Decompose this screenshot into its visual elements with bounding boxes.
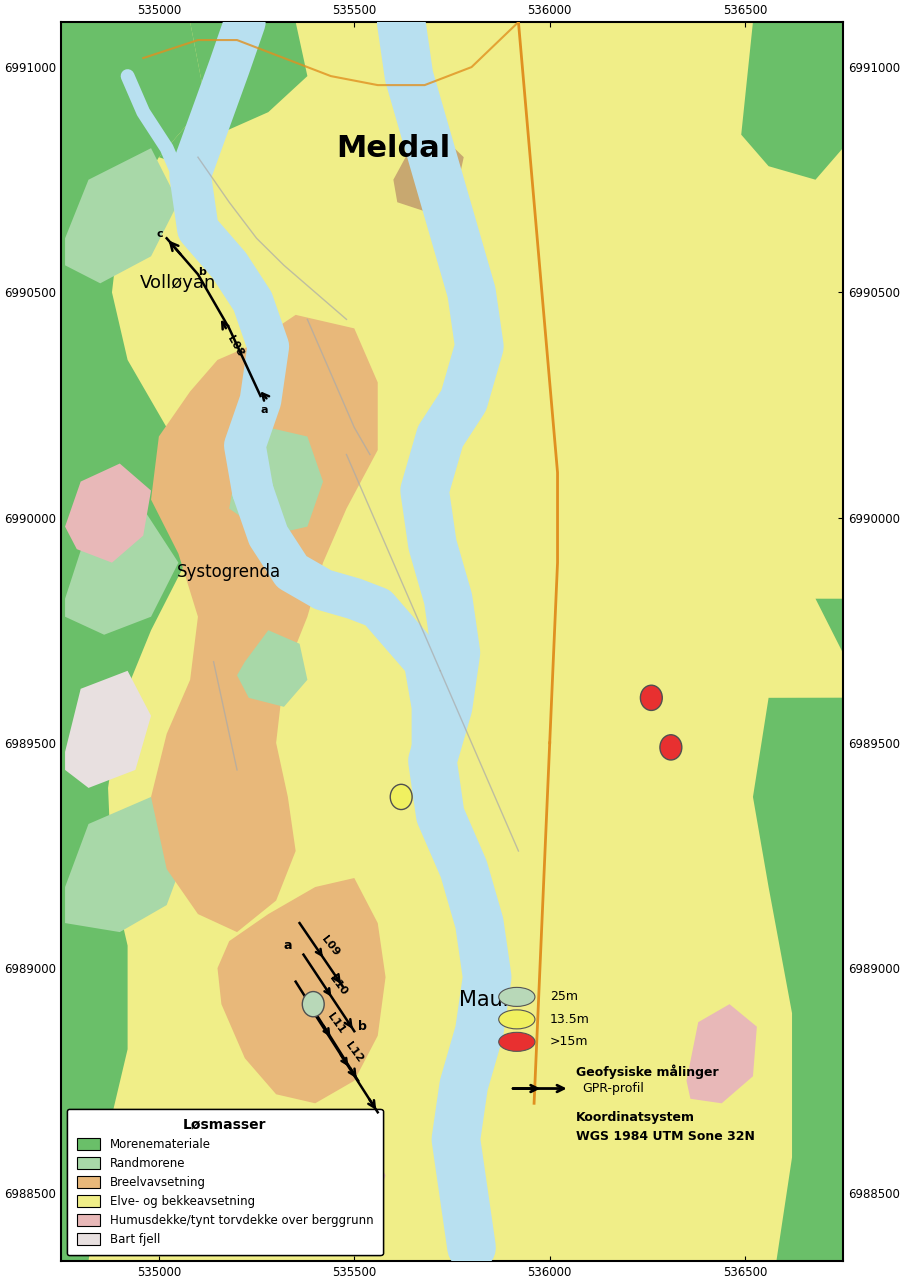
Polygon shape	[393, 135, 463, 212]
Polygon shape	[740, 22, 842, 180]
Text: c: c	[156, 228, 163, 239]
Text: Koordinatsystem: Koordinatsystem	[575, 1111, 694, 1124]
Polygon shape	[218, 878, 385, 1103]
Polygon shape	[752, 599, 903, 1261]
Polygon shape	[65, 148, 178, 284]
Text: Geofysiske målinger: Geofysiske målinger	[575, 1065, 718, 1079]
Text: b: b	[358, 1020, 367, 1033]
Polygon shape	[159, 22, 307, 167]
Circle shape	[302, 992, 324, 1017]
Text: Systogrenda: Systogrenda	[177, 563, 281, 581]
Polygon shape	[237, 630, 307, 707]
Circle shape	[498, 1010, 535, 1029]
Text: a: a	[260, 405, 268, 414]
Polygon shape	[65, 671, 151, 788]
Text: L11: L11	[325, 1011, 347, 1035]
Circle shape	[659, 735, 681, 760]
Text: 13.5m: 13.5m	[549, 1012, 589, 1026]
Text: a: a	[284, 939, 292, 952]
Text: L10: L10	[327, 973, 349, 997]
Circle shape	[390, 784, 412, 810]
Text: 25m: 25m	[549, 990, 577, 1003]
Polygon shape	[299, 1139, 385, 1247]
Polygon shape	[229, 427, 322, 535]
Text: L08: L08	[225, 334, 245, 358]
Text: Meldal: Meldal	[336, 133, 450, 163]
Polygon shape	[151, 314, 377, 931]
Polygon shape	[685, 1005, 756, 1103]
Polygon shape	[65, 508, 178, 635]
Circle shape	[498, 1033, 535, 1051]
Text: Volløyan: Volløyan	[140, 275, 217, 293]
Text: >15m: >15m	[549, 1035, 588, 1048]
Text: b: b	[198, 267, 206, 277]
Circle shape	[498, 988, 535, 1006]
Text: Maum: Maum	[459, 989, 523, 1010]
Text: GPR-profil: GPR-profil	[582, 1082, 644, 1094]
Polygon shape	[65, 797, 190, 931]
Polygon shape	[65, 463, 151, 563]
Polygon shape	[61, 22, 206, 1261]
Legend: Morenemateriale, Randmorene, Breelvavsetning, Elve- og bekkeavsetning, Humusdekk: Morenemateriale, Randmorene, Breelvavset…	[67, 1109, 382, 1255]
Text: L12: L12	[343, 1041, 364, 1065]
Circle shape	[639, 685, 662, 711]
Text: WGS 1984 UTM Sone 32N: WGS 1984 UTM Sone 32N	[575, 1130, 754, 1143]
Text: L09: L09	[319, 934, 340, 958]
